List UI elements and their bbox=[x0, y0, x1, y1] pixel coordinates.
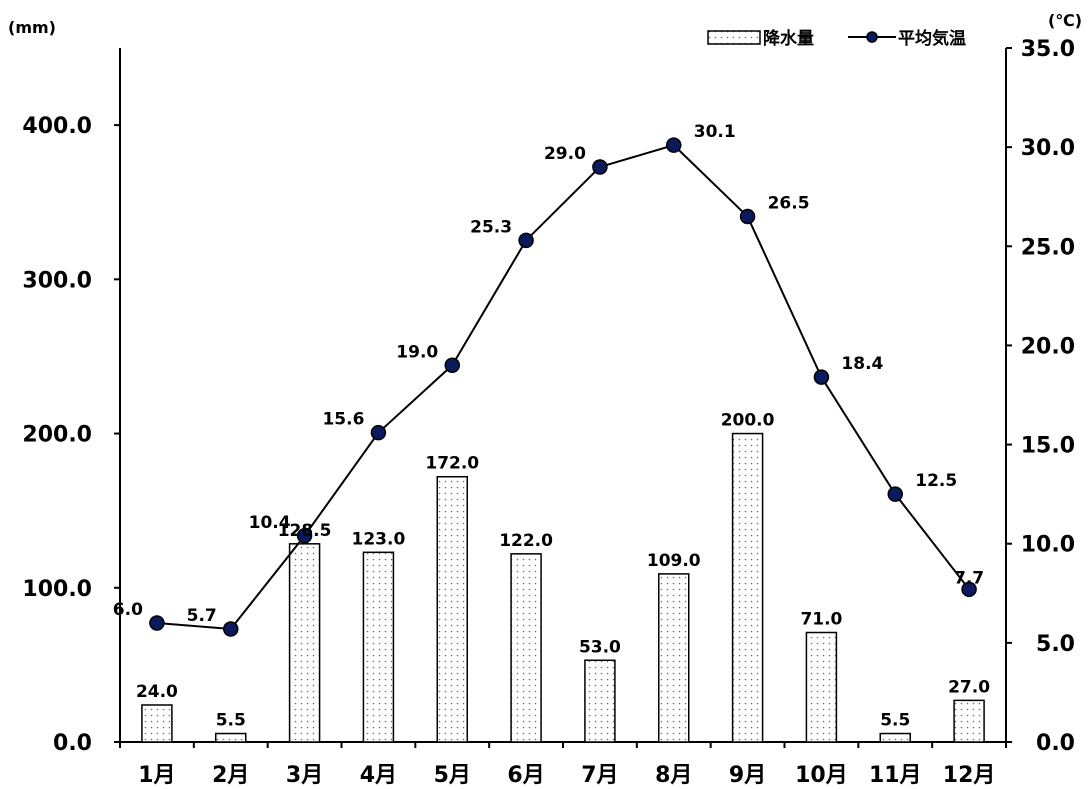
temperature-label-3: 15.6 bbox=[322, 410, 364, 430]
legend-bar-swatch bbox=[707, 30, 761, 45]
precip-bar-2 bbox=[288, 543, 321, 743]
precip-bar-6 bbox=[584, 659, 616, 743]
legend-marker-swatch bbox=[866, 31, 878, 43]
legend-label-temp: 平均気温 bbox=[898, 28, 966, 49]
month-label-7: 8月 bbox=[655, 763, 692, 788]
left-axis-tick-label-3: 300.0 bbox=[22, 268, 92, 293]
precip-label-8: 200.0 bbox=[721, 411, 775, 431]
right-axis-tick-label-7: 35.0 bbox=[1021, 37, 1075, 62]
temperature-point-0 bbox=[149, 615, 165, 631]
right-axis-tick-label-5: 25.0 bbox=[1021, 235, 1075, 260]
precip-bar-9 bbox=[805, 631, 838, 743]
temperature-point-1 bbox=[223, 621, 239, 637]
left-axis-tick-label-1: 100.0 bbox=[22, 577, 92, 602]
precip-bar-4 bbox=[436, 475, 468, 743]
temperature-point-9 bbox=[813, 369, 830, 385]
month-label-10: 11月 bbox=[869, 763, 922, 788]
precip-bars bbox=[141, 432, 985, 743]
legend: 降水量 平均気温 bbox=[707, 28, 966, 49]
temperature-line bbox=[149, 137, 977, 637]
month-label-0: 1月 bbox=[138, 763, 175, 788]
precip-label-9: 71.0 bbox=[800, 610, 842, 630]
precip-bar-5 bbox=[510, 553, 542, 743]
data-labels: 24.0 5.5 128.5 123.0 172.0 122.0 53.0 109.0 200.… bbox=[113, 122, 990, 730]
right-axis-tick-label-1: 5.0 bbox=[1036, 632, 1075, 657]
left-axis-unit: (mm) bbox=[8, 18, 56, 37]
temperature-point-7 bbox=[666, 137, 682, 153]
left-axis-tick-label-0: 0.0 bbox=[53, 731, 92, 756]
precip-bar-0 bbox=[141, 704, 173, 743]
temperature-polyline bbox=[156, 144, 970, 631]
temperature-point-11 bbox=[961, 581, 977, 598]
month-label-3: 4月 bbox=[360, 763, 397, 788]
temperature-point-10 bbox=[887, 486, 903, 502]
right-axis-tick-label-3: 15.0 bbox=[1021, 434, 1075, 459]
temperature-label-7: 30.1 bbox=[694, 122, 736, 142]
temperature-label-5: 25.3 bbox=[470, 217, 512, 237]
temperature-point-3 bbox=[370, 424, 387, 441]
temperature-label-8: 26.5 bbox=[768, 194, 810, 214]
axes: 0.0 100.0 200.0 300.0 400.0 0.0 5.0 10.0 15.0 20.… bbox=[22, 37, 1075, 788]
temperature-label-1: 5.7 bbox=[187, 606, 217, 626]
right-axis-tick-label-0: 0.0 bbox=[1036, 731, 1075, 756]
temperature-label-10: 12.5 bbox=[915, 471, 957, 491]
month-label-5: 6月 bbox=[507, 763, 544, 788]
precip-bar-1 bbox=[215, 732, 247, 743]
precip-label-3: 123.0 bbox=[352, 529, 406, 549]
temperature-label-2: 10.4 bbox=[249, 513, 291, 533]
temperature-point-6 bbox=[592, 159, 608, 175]
precip-label-6: 53.0 bbox=[579, 637, 621, 657]
right-axis-tick-label-4: 20.0 bbox=[1021, 334, 1075, 359]
precip-bar-10 bbox=[879, 732, 911, 743]
month-label-4: 5月 bbox=[434, 763, 471, 788]
precip-label-10: 5.5 bbox=[880, 711, 910, 731]
temperature-label-11: 7.7 bbox=[954, 568, 984, 588]
precip-bar-7 bbox=[658, 573, 690, 743]
temperature-point-2 bbox=[296, 528, 313, 544]
precip-label-4: 172.0 bbox=[425, 454, 479, 474]
right-axis-tick-label-2: 10.0 bbox=[1021, 533, 1075, 558]
month-label-8: 9月 bbox=[729, 763, 766, 788]
temperature-point-8 bbox=[739, 208, 756, 225]
legend-label-precip: 降水量 bbox=[763, 28, 814, 49]
precip-label-5: 122.0 bbox=[499, 531, 553, 551]
temperature-label-4: 19.0 bbox=[396, 342, 438, 362]
month-label-6: 7月 bbox=[581, 763, 618, 788]
left-axis-tick-label-2: 200.0 bbox=[22, 423, 92, 448]
precip-label-11: 27.0 bbox=[948, 677, 990, 697]
precip-label-1: 5.5 bbox=[216, 711, 246, 731]
precip-bar-8 bbox=[731, 432, 764, 743]
left-axis-tick-label-4: 400.0 bbox=[22, 114, 92, 139]
temperature-label-6: 29.0 bbox=[544, 144, 586, 164]
right-axis-unit: (℃) bbox=[1048, 11, 1082, 30]
month-label-1: 2月 bbox=[212, 763, 249, 788]
precip-label-0: 24.0 bbox=[136, 682, 178, 702]
temperature-point-4 bbox=[444, 357, 460, 374]
precip-label-2: 128.5 bbox=[278, 521, 332, 541]
precip-bar-11 bbox=[953, 699, 985, 743]
right-axis-tick-label-6: 30.0 bbox=[1021, 136, 1075, 161]
temperature-point-5 bbox=[518, 232, 534, 249]
month-label-9: 10月 bbox=[795, 763, 848, 788]
temperature-label-0: 6.0 bbox=[113, 600, 143, 620]
month-label-11: 12月 bbox=[943, 763, 996, 788]
precip-bar-3 bbox=[362, 551, 395, 743]
precip-label-7: 109.0 bbox=[647, 551, 701, 571]
temperature-label-9: 18.4 bbox=[841, 354, 883, 374]
month-label-2: 3月 bbox=[286, 763, 323, 788]
